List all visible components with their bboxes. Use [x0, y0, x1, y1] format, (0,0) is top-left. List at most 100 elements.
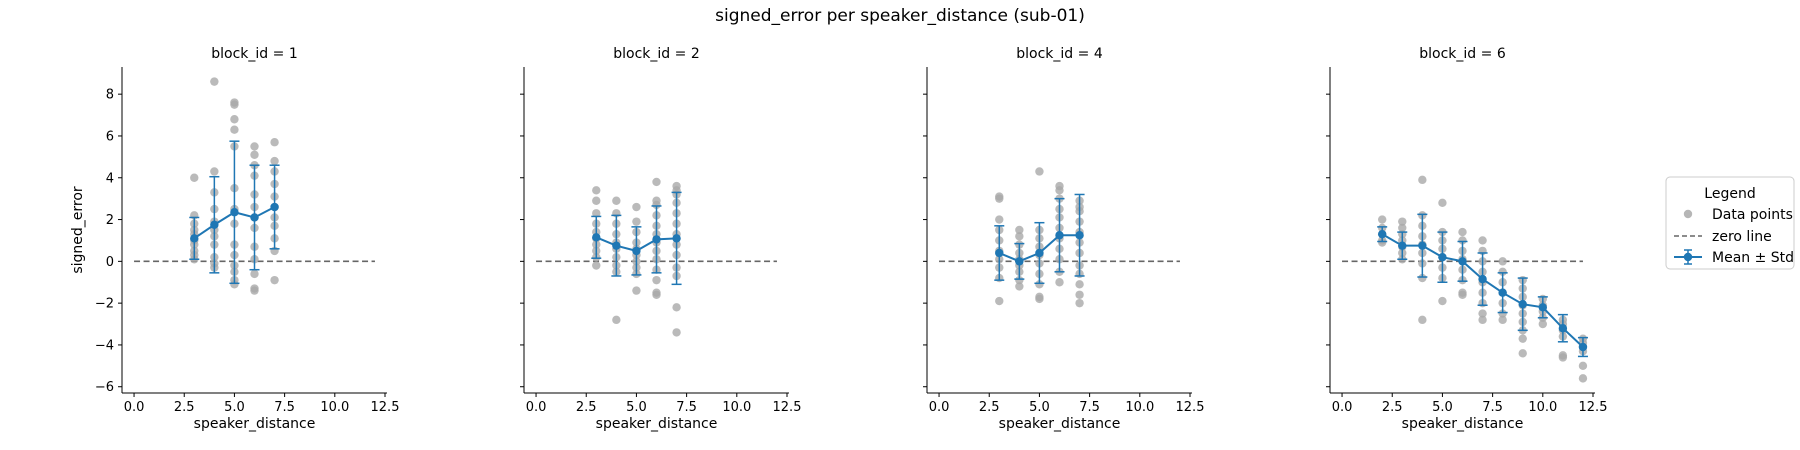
panel-title: block_id = 6 — [1419, 46, 1506, 62]
x-tick-label: 12.5 — [1176, 400, 1205, 415]
data-point — [592, 261, 601, 270]
data-point — [1498, 257, 1507, 266]
y-tick-label: −4 — [95, 338, 114, 353]
y-tick-label: −6 — [95, 380, 114, 395]
mean-point — [1578, 342, 1588, 352]
legend-title: Legend — [1704, 186, 1755, 202]
data-point — [1458, 236, 1467, 245]
mean-point — [1075, 231, 1084, 240]
mean-point — [190, 234, 199, 243]
x-tick-label: 5.0 — [1432, 400, 1453, 415]
x-tick-label: 0.0 — [929, 400, 950, 415]
panels: block_id = 1 0.0 2.5 5.0 7.5 10.0 12.5 speaker_… — [70, 46, 1607, 432]
data-point — [672, 303, 681, 312]
data-point — [632, 217, 641, 226]
mean-point — [592, 233, 601, 242]
x-tick-label: 2.5 — [1382, 400, 1403, 415]
data-point — [1015, 232, 1024, 241]
mean-point — [1458, 257, 1467, 266]
x-tick-label: 10.0 — [1528, 400, 1557, 415]
data-point — [250, 286, 259, 295]
x-tick-label: 5.0 — [626, 400, 647, 415]
x-tick-label: 10.0 — [320, 400, 349, 415]
legend: Legend Data points zero line Mean ± Std — [1665, 176, 1795, 270]
data-point — [230, 125, 239, 134]
data-point — [1075, 280, 1084, 289]
data-point — [1478, 236, 1487, 245]
panel-4: block_id = 6 0.0 2.5 5.0 7.5 10.0 12.5 speaker_… — [1326, 46, 1607, 432]
mean-point — [1418, 241, 1427, 250]
legend-frame — [1665, 176, 1795, 270]
legend-label-zero-line: zero line — [1712, 229, 1772, 245]
mean-point — [1055, 231, 1064, 240]
mean-point — [210, 220, 219, 229]
x-axis-label: speaker_distance — [596, 416, 718, 432]
data-point — [1035, 167, 1044, 176]
panel-title: block_id = 1 — [211, 46, 297, 62]
data-point — [1578, 374, 1588, 383]
mean-point — [1035, 248, 1044, 258]
x-tick-label: 7.5 — [274, 400, 295, 415]
data-point — [1478, 309, 1487, 318]
data-point — [1015, 275, 1024, 285]
data-point — [1377, 215, 1387, 224]
data-point — [652, 200, 661, 210]
x-tick-label: 2.5 — [174, 400, 195, 415]
data-point — [1035, 280, 1044, 289]
y-tick-label: 8 — [106, 88, 114, 103]
data-point — [1015, 282, 1024, 291]
data-point — [250, 150, 259, 159]
data-point — [1075, 298, 1084, 308]
data-point — [995, 296, 1004, 306]
data-point — [652, 177, 661, 187]
data-point — [1438, 198, 1447, 208]
y-tick-label: 0 — [106, 255, 114, 270]
data-point — [190, 173, 199, 182]
data-point — [1418, 273, 1427, 283]
data-point — [1055, 278, 1064, 287]
x-tick-label: 12.5 — [371, 400, 400, 415]
panel-1: block_id = 1 0.0 2.5 5.0 7.5 10.0 12.5 speaker_… — [70, 46, 399, 432]
data-point — [1538, 319, 1548, 329]
mean-point — [672, 234, 681, 243]
data-point — [1498, 309, 1507, 318]
y-tick-label: 4 — [106, 171, 114, 186]
data-point — [230, 280, 239, 289]
data-point — [672, 328, 681, 337]
data-point — [632, 286, 641, 295]
data-point — [1055, 186, 1064, 195]
x-tick-label: 7.5 — [676, 400, 697, 415]
legend-label-data-points: Data points — [1712, 207, 1793, 223]
mean-point — [652, 235, 661, 244]
y-tick-label: 6 — [106, 129, 114, 144]
x-axis-label: speaker_distance — [999, 416, 1121, 432]
data-point — [1075, 290, 1084, 299]
data-point — [1458, 290, 1467, 299]
data-point — [250, 142, 259, 151]
mean-point — [230, 208, 239, 217]
mean-point — [250, 213, 259, 222]
data-point — [612, 315, 621, 325]
legend-marker-data-points — [1683, 209, 1693, 219]
data-point — [1458, 227, 1467, 237]
panel-title: block_id = 2 — [613, 46, 699, 62]
x-tick-label: 12.5 — [1579, 400, 1608, 415]
data-point — [652, 290, 661, 299]
data-point — [1398, 223, 1407, 233]
data-point — [270, 156, 279, 166]
x-axis-label: speaker_distance — [1402, 416, 1524, 432]
data-point — [270, 275, 279, 285]
mean-point — [1518, 299, 1527, 309]
data-point — [592, 209, 601, 218]
data-point — [1518, 349, 1527, 358]
data-point — [230, 100, 239, 109]
x-tick-label: 2.5 — [576, 400, 597, 415]
legend-label-mean-std: Mean ± Std — [1712, 250, 1794, 266]
data-point — [1498, 315, 1507, 325]
mean-point — [1015, 257, 1024, 266]
data-point — [210, 77, 219, 86]
panel-2: block_id = 2 0.0 2.5 5.0 7.5 10.0 12.5 speaker_… — [520, 46, 801, 432]
mean-point — [995, 248, 1004, 258]
data-point — [1518, 334, 1527, 343]
